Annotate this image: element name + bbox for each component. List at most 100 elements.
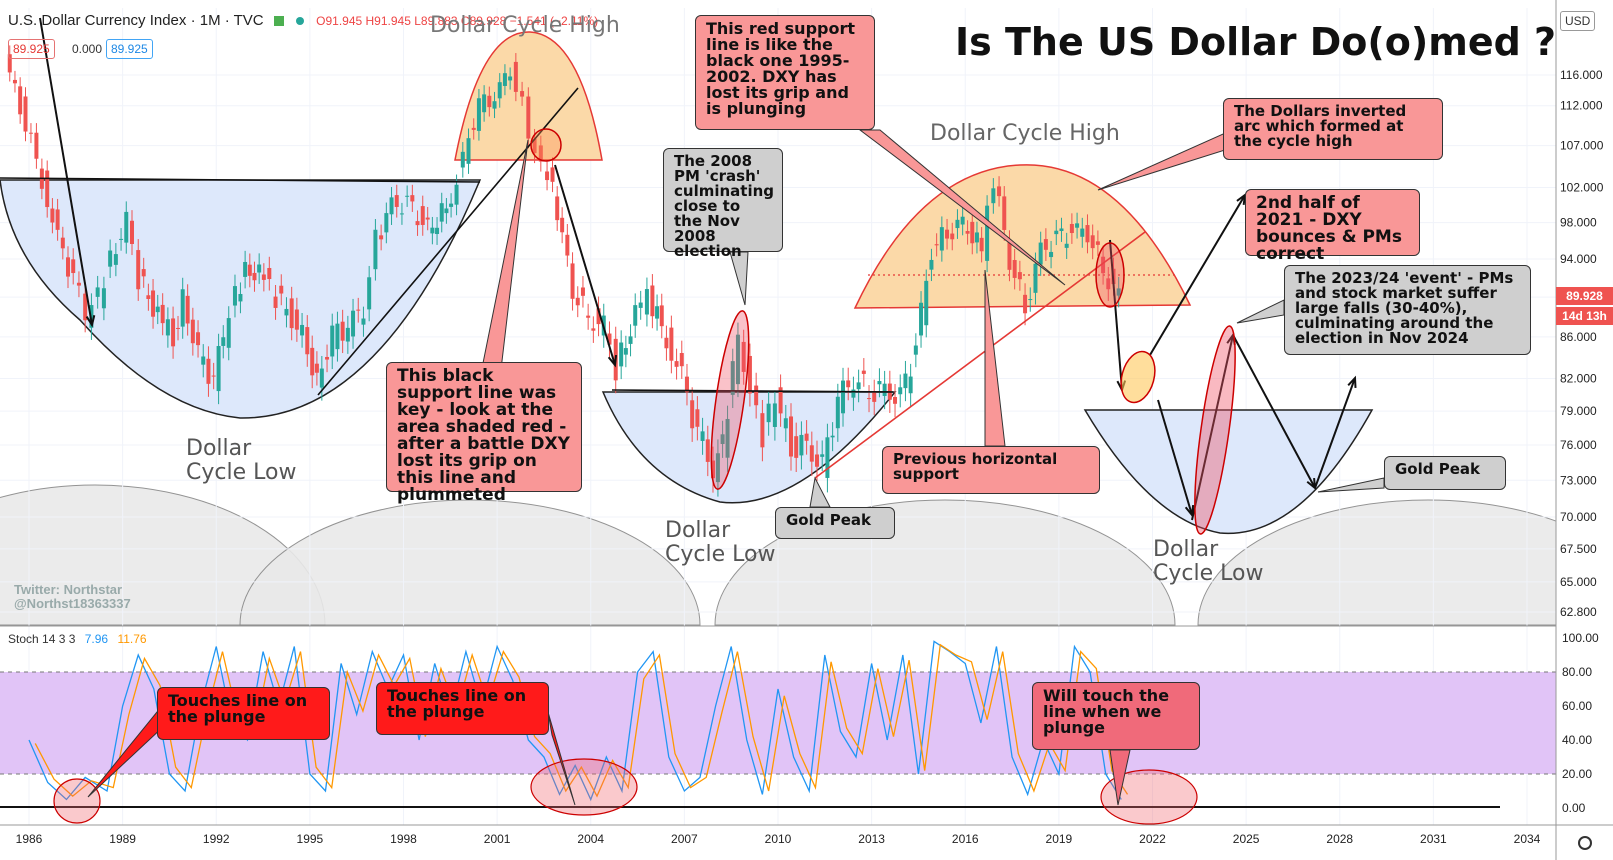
candle-body [659,305,664,327]
candle-body [861,370,866,374]
x-tick-label: 2013 [858,832,885,846]
candle-body [965,231,970,234]
candle-body [591,328,596,331]
highlight-ellipse [1095,242,1125,308]
candle-body [1002,196,1007,230]
x-tick-label: 2031 [1420,832,1447,846]
candle-body [520,91,525,97]
cycle-low-bowl-3 [1083,409,1374,535]
cycle-low-2-line-1: Dollar [665,518,731,543]
candle-body [460,151,465,168]
candle-body [415,221,420,226]
candle-body [570,263,575,299]
candle-body [710,460,715,479]
candle-body [351,310,356,337]
price-axis-bg [1556,0,1613,860]
candle-body [913,345,918,355]
annotation-gold-peak-2: Gold Peak [1384,456,1506,490]
x-tick-label: 2028 [1326,832,1353,846]
candle-body [216,346,221,392]
candle-body [95,287,100,297]
candle-body [405,195,410,197]
candle-body [851,389,856,398]
candle-body [1028,299,1033,301]
candle-body [794,436,799,458]
candle-body [638,302,643,308]
candle-body [644,289,649,315]
candle-body [502,73,507,86]
annotation-will-touch: Will touch the line when we plunge [1032,682,1200,750]
x-tick-label: 1995 [297,832,324,846]
candle-body [394,195,399,207]
candle-body [555,196,560,221]
pointer-2023-event [1236,299,1285,324]
stoch-d-value: 11.76 [117,632,147,646]
price-box-red[interactable]: 89.925 [8,39,55,59]
symbol-label: U.S. Dollar Currency Index · 1M · TVC [8,12,264,29]
cycle-low-3-line-2: Cycle Low [1153,561,1264,586]
x-tick-label: 2019 [1046,832,1073,846]
candle-body [1101,256,1106,274]
y-tick-label: 112.000 [1560,99,1603,113]
candle-body [294,309,299,330]
candle-body [425,217,430,220]
candle-body [825,437,830,478]
cycle-low-label-3: Dollar Cycle Low [1153,538,1263,586]
stoch-touch-ellipse [53,778,101,824]
candle-body [1085,225,1090,243]
candle-body [1059,228,1064,232]
candle-body [560,217,565,233]
candle-body [1116,288,1121,296]
flag-icon[interactable] [273,16,284,27]
candle-body [725,418,730,458]
annotation-pm-crash: The 2008 PM 'crash' culminating close to… [663,148,783,259]
last-price-tag: 89.928 [1556,287,1613,305]
candle-body [815,454,820,467]
pointer-will-touch [1109,749,1131,806]
candle-body [471,127,476,130]
pointer-red-support [858,129,1066,286]
x-tick-label: 1992 [203,832,230,846]
candle-body [575,297,580,306]
candle-body [273,296,278,308]
candle-body [55,209,60,230]
candle-body [399,213,404,215]
candle-body [867,398,872,400]
candle-body [1075,223,1080,228]
candle-body [804,433,809,441]
cycle-low-1-line-1: Dollar [186,436,252,461]
candle-body [586,315,591,318]
candle-body [435,227,440,235]
cycle-low-3-line-1: Dollar [1153,537,1219,562]
candle-body [18,86,23,115]
x-tick-label: 1989 [109,832,136,846]
y-tick-label: 76.000 [1560,438,1597,452]
candle-body [741,341,746,372]
y-tick-label: 102.000 [1560,181,1604,195]
candle-body [580,287,585,296]
candle-body [34,132,39,159]
candle-body [185,295,190,324]
candle-body [430,227,435,234]
candle-body [176,327,181,329]
x-tick-label: 2034 [1514,832,1541,846]
candle-body [979,237,984,252]
y-tick-label: 94.000 [1560,252,1597,266]
candle-body [835,396,840,429]
candle-body [238,293,243,302]
annotation-touches-1: Touches line on the plunge [157,687,330,740]
symbol-header: U.S. Dollar Currency Index · 1M · TVC O9… [8,12,598,29]
candle-body [550,167,555,182]
candle-body [28,132,33,134]
candle-body [335,323,340,350]
currency-button[interactable]: USD [1560,11,1596,31]
status-dot-icon [295,17,304,26]
candle-body [119,238,124,240]
horizontal-support-1 [0,177,481,183]
gear-icon[interactable] [1578,836,1592,850]
cycle-high-label-1: Dollar Cycle High [430,13,620,38]
candle-body [45,170,50,208]
candle-body [201,356,206,365]
candle-body [279,285,284,294]
price-box-blue[interactable]: 89.925 [106,39,153,59]
